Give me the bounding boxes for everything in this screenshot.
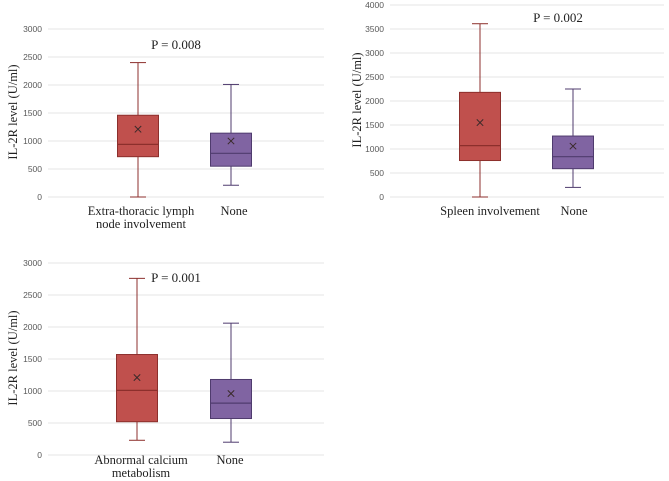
chart-panel-lymph-node: IL-2R level (U/ml) P = 0.008 0 500 1000 150…: [6, 24, 324, 231]
y-tick-label: 2500: [23, 52, 42, 62]
y-tick-label: 500: [370, 168, 384, 178]
y-tick-label: 0: [379, 192, 384, 202]
category-label: node involvement: [96, 217, 186, 231]
y-tick-label: 3000: [23, 258, 42, 268]
category-label: Abnormal calcium: [94, 453, 188, 467]
y-tick-label: 0: [37, 450, 42, 460]
y-tick-label: 1000: [23, 136, 42, 146]
iqr-box: [210, 132, 252, 167]
y-tick-label: 3000: [365, 48, 384, 58]
y-tick-label: 0: [37, 192, 42, 202]
y-tick-label: 2500: [23, 290, 42, 300]
y-axis-label: IL-2R level (U/ml): [350, 52, 364, 147]
mean-marker: [227, 390, 235, 398]
category-label: Spleen involvement: [440, 204, 540, 218]
y-tick-label: 1500: [365, 120, 384, 130]
p-value-annotation: P = 0.008: [151, 37, 201, 52]
y-tick-label: 3500: [365, 24, 384, 34]
y-tick-label: 500: [28, 418, 42, 428]
y-tick-label: 1000: [365, 144, 384, 154]
y-tick-label: 1500: [23, 354, 42, 364]
y-tick-label: 2000: [23, 80, 42, 90]
y-tick-label: 2000: [365, 96, 384, 106]
y-axis-label: IL-2R level (U/ml): [6, 310, 20, 405]
y-tick-label: 1000: [23, 386, 42, 396]
mean-marker: [134, 125, 142, 133]
iqr-box: [459, 91, 501, 162]
iqr-box: [116, 354, 158, 423]
category-label: None: [560, 204, 588, 218]
category-label: None: [216, 453, 244, 467]
category-label: metabolism: [112, 466, 171, 480]
iqr-box: [552, 135, 594, 170]
chart-panel-spleen: IL-2R level (U/ml) P = 0.002 0 500 1000 150…: [350, 0, 664, 218]
iqr-box: [210, 378, 252, 420]
category-label: None: [220, 204, 248, 218]
mean-marker: [133, 374, 141, 382]
y-tick-label: 2000: [23, 322, 42, 332]
y-tick-label: 3000: [23, 24, 42, 34]
iqr-box: [117, 114, 159, 158]
category-label: Extra-thoracic lymph: [88, 204, 195, 218]
p-value-annotation: P = 0.001: [151, 270, 201, 285]
p-value-annotation: P = 0.002: [533, 10, 583, 25]
mean-marker: [569, 142, 577, 150]
y-axis-label: IL-2R level (U/ml): [6, 64, 20, 159]
y-tick-label: 4000: [365, 0, 384, 10]
y-tick-label: 500: [28, 164, 42, 174]
mean-marker: [476, 119, 484, 127]
y-tick-label: 1500: [23, 108, 42, 118]
mean-marker: [227, 137, 235, 145]
chart-panel-calcium: IL-2R level (U/ml) P = 0.001 0 500 1000 150…: [6, 258, 324, 480]
y-tick-label: 2500: [365, 72, 384, 82]
